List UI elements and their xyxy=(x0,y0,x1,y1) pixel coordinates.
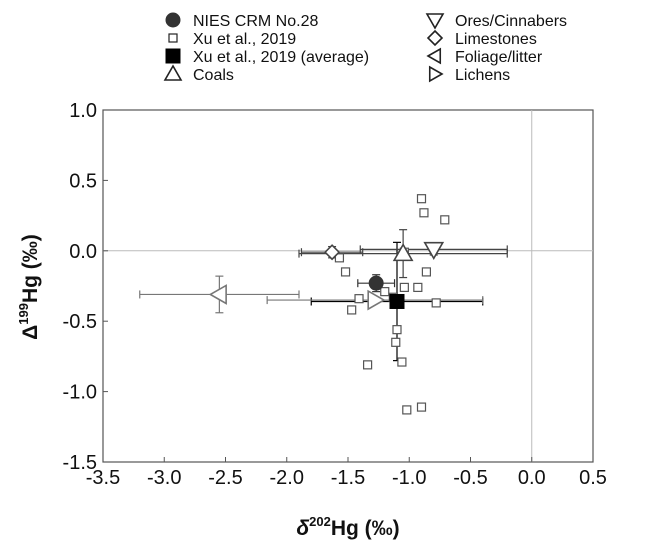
point-xu-et-al-2019 xyxy=(340,267,351,277)
plot-frame xyxy=(102,109,594,463)
y-axis-title-sup: 199 xyxy=(16,303,31,325)
x-axis-title-sup: 202 xyxy=(309,514,331,529)
legend-label-nies-crm-no-28: NIES CRM No.28 xyxy=(193,13,318,30)
point-coals xyxy=(392,243,414,262)
point-xu-et-al-2019 xyxy=(416,402,427,412)
legend-marker-lichens xyxy=(428,65,444,83)
legend-marker-ores-cinnabers xyxy=(425,13,445,30)
legend-label-limestones: Limestones xyxy=(455,31,537,48)
point-xu-et-al-2019 xyxy=(397,357,407,367)
point-foliage-litter xyxy=(208,284,227,305)
axis-ticks: -3.5 -3.0 -2.5 -2.0 -1.5 -1.0 -0.5 0.0 0.5 1.0 0.5… xyxy=(63,100,607,489)
legend-marker-nies-crm-no-28 xyxy=(165,12,181,28)
x-tick-label: -0.5 xyxy=(453,467,487,489)
legend-marker-foliage-litter xyxy=(426,47,442,65)
point-lichens xyxy=(367,289,386,311)
legend-marker-limestones xyxy=(426,29,444,47)
zero-lines xyxy=(103,110,593,462)
x-tick-label: -2.5 xyxy=(208,467,242,489)
point-xu-et-al-2019 xyxy=(419,208,429,218)
legend-label-lichens: Lichens xyxy=(455,67,510,84)
x-tick-label: 0.5 xyxy=(579,467,607,489)
point-xu-et-al-2019 xyxy=(440,215,450,225)
data-markers xyxy=(208,194,450,415)
legend-label-ores-cinnabers: Ores/Cinnabers xyxy=(455,13,567,30)
y-axis-title: Δ199Hg (‰) xyxy=(16,234,42,340)
x-tick-label: -1.0 xyxy=(392,467,426,489)
y-tick-label: -0.5 xyxy=(63,311,97,333)
point-xu-et-al-2019 xyxy=(363,360,373,370)
y-axis-title-main: Hg (‰) xyxy=(19,234,42,303)
legend-label-coals: Coals xyxy=(193,67,234,84)
legend-label-foliage-litter: Foliage/litter xyxy=(455,49,543,66)
legend-marker-coals xyxy=(163,64,183,81)
point-nies-crm-no-28 xyxy=(368,275,384,291)
point-xu-et-al-2019 xyxy=(334,253,345,263)
x-tick-label: -1.5 xyxy=(331,467,365,489)
point-ores-cinnabers xyxy=(423,241,445,261)
legend-marker-xu-et-al-2019-average xyxy=(165,48,181,64)
point-limestones xyxy=(323,244,341,261)
point-xu-et-al-2019 xyxy=(347,305,357,315)
point-xu-et-al-2019 xyxy=(391,337,401,347)
y-tick-label: 0.0 xyxy=(69,241,97,263)
y-tick-label: 0.5 xyxy=(69,170,97,192)
point-xu-et-al-2019 xyxy=(354,294,364,304)
legend-marker-xu-et-al-2019 xyxy=(168,33,178,43)
point-xu-et-al-2019 xyxy=(392,325,402,335)
error-bars xyxy=(139,229,508,362)
x-axis-title-prefix: δ xyxy=(296,517,309,540)
point-xu-et-al-2019 xyxy=(399,282,409,293)
point-xu-et-al-2019 xyxy=(413,282,423,293)
plot-border xyxy=(102,109,594,463)
y-axis-title-prefix: Δ xyxy=(19,325,42,340)
point-xu-et-al-2019 xyxy=(380,287,390,297)
x-tick-label: -3.5 xyxy=(86,467,120,489)
point-xu-et-al-2019 xyxy=(416,194,427,204)
x-tick-label: 0.0 xyxy=(518,467,546,489)
point-xu-et-al-2019 xyxy=(431,298,441,308)
point-xu-et-al-2019-average xyxy=(389,293,405,309)
point-xu-et-al-2019 xyxy=(402,405,412,415)
legend-label-xu-et-al-2019-average: Xu et al., 2019 (average) xyxy=(193,49,369,66)
legend-label-xu-et-al-2019: Xu et al., 2019 xyxy=(193,31,296,48)
y-tick-label: -1.5 xyxy=(63,452,97,474)
x-axis-title: δ202Hg (‰) xyxy=(296,514,399,540)
x-axis-title-main: Hg (‰) xyxy=(331,517,400,540)
x-tick-label: -3.0 xyxy=(147,467,181,489)
y-tick-label: -1.0 xyxy=(63,382,97,404)
y-tick-label: 1.0 xyxy=(69,100,97,122)
point-xu-et-al-2019 xyxy=(421,267,431,277)
x-tick-label: -2.0 xyxy=(270,467,304,489)
